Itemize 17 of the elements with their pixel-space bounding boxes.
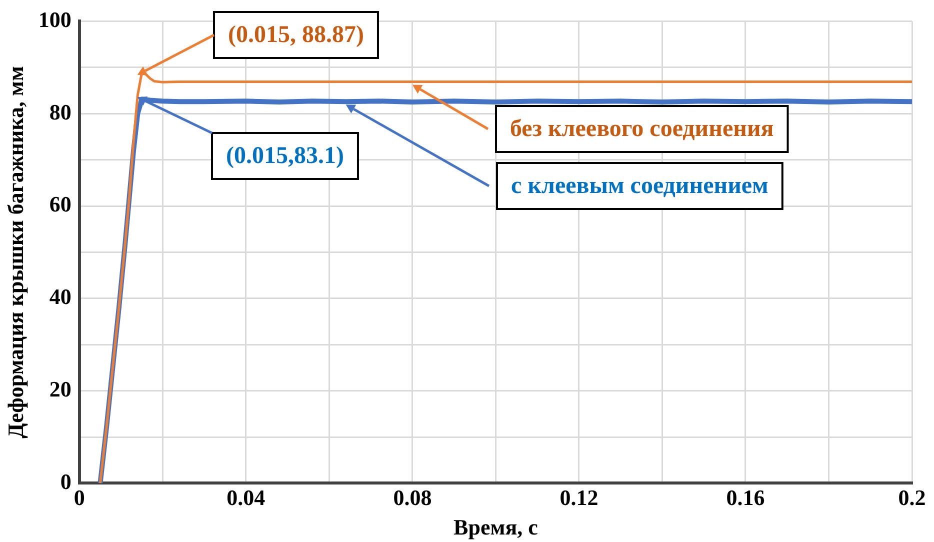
series-label: без клеевого соединения [510, 116, 774, 142]
y-tick-label: 60 [49, 192, 72, 217]
x-tick-label: 0.2 [898, 485, 926, 510]
x-tick-label: 0.08 [393, 485, 432, 510]
annotation: (0.015,83.1) [226, 143, 344, 170]
y-tick-label: 100 [38, 6, 72, 32]
text: с клеевым соединением [511, 173, 768, 200]
y-tick-label: 20 [49, 376, 72, 402]
y-tick-label: 0 [60, 468, 72, 494]
x-axis-title: Время, с [454, 514, 538, 540]
y-axis-title: Деформация крышки багажника, мм [2, 66, 28, 438]
x-tick-label: 0.12 [560, 485, 598, 510]
y-tick-label: 80 [49, 99, 72, 124]
x-tick-label: 0.16 [726, 485, 765, 510]
annotation: (0.015, 88.87) [228, 22, 364, 48]
y-tick-label: 40 [49, 284, 72, 310]
x-tick-label: 0.04 [226, 485, 266, 510]
